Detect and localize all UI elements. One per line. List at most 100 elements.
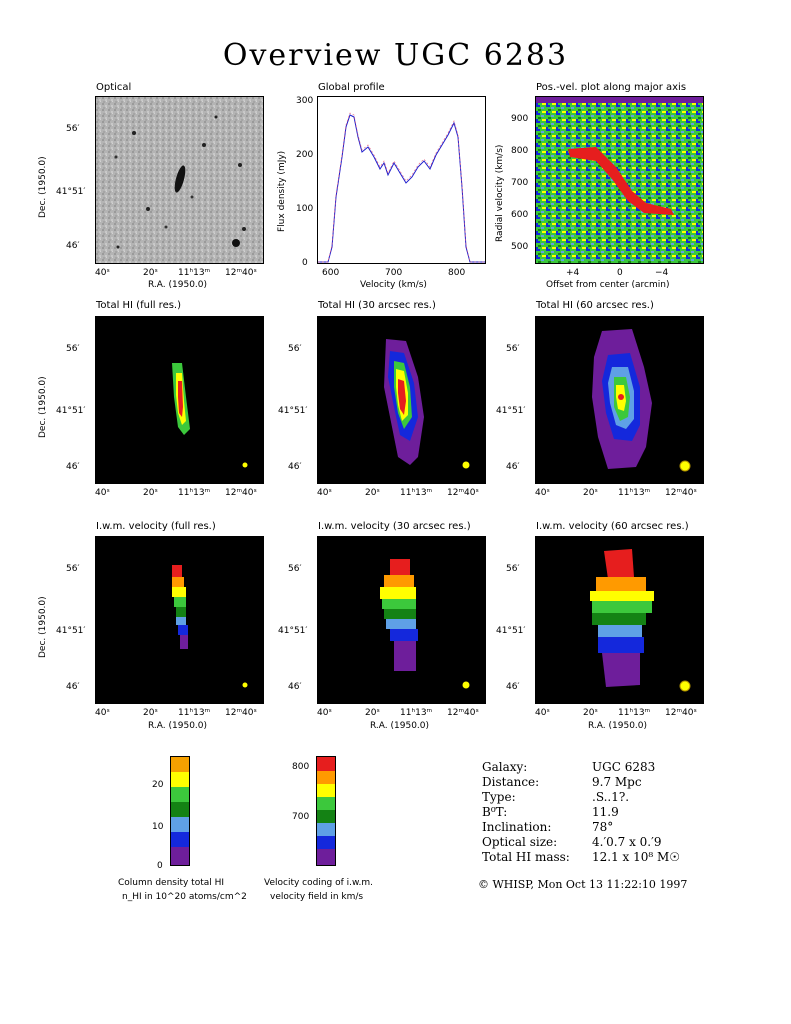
ra-tick-20: 20ˢ bbox=[143, 488, 158, 498]
optical-image bbox=[95, 96, 264, 264]
hi-30-map bbox=[317, 316, 486, 484]
dec-tick-46: 46′ bbox=[506, 682, 520, 692]
hi-mass-value: 12.1 x 10⁸ M☉ bbox=[592, 850, 681, 864]
velocity-caption-units: velocity field in km/s bbox=[270, 892, 364, 902]
ra-tick-11h13m: 11ʰ13ᵐ bbox=[618, 708, 651, 718]
density-tick-10: 10 bbox=[152, 822, 164, 832]
hi-60-map bbox=[535, 316, 704, 484]
profile-title: Global profile bbox=[318, 82, 385, 93]
optical-size-value: 4.′0.7 x 0.′9 bbox=[592, 835, 662, 849]
dec-tick-51: 41°51′ bbox=[56, 187, 86, 197]
dec-tick-46: 46′ bbox=[66, 241, 80, 251]
type-label: Type: bbox=[482, 790, 516, 804]
ra-tick-20: 20ˢ bbox=[365, 488, 380, 498]
pv-title: Pos.-vel. plot along major axis bbox=[536, 82, 687, 93]
ra-tick-20: 20ˢ bbox=[583, 488, 598, 498]
density-caption-units: n_HI in 10^20 atoms/cm^2 bbox=[122, 892, 247, 902]
ra-tick-11h13m: 11ʰ13ᵐ bbox=[618, 488, 651, 498]
distance-value: 9.7 Mpc bbox=[592, 775, 642, 789]
pv-xlabel: Offset from center (arcmin) bbox=[546, 280, 670, 290]
ra-tick-40: 40ˢ bbox=[535, 708, 550, 718]
velocity-tick-800: 800 bbox=[292, 762, 310, 772]
dec-tick-56: 56′ bbox=[66, 564, 80, 574]
dec-tick-46: 46′ bbox=[288, 462, 302, 472]
profile-ytick-0: 0 bbox=[302, 258, 308, 268]
dec-axis-label: Dec. (1950.0) bbox=[38, 376, 48, 438]
ra-axis-label: R.A. (1950.0) bbox=[588, 721, 648, 731]
ra-tick-11h13m: 11ʰ13ᵐ bbox=[400, 708, 433, 718]
density-caption: Column density total HI bbox=[118, 878, 225, 888]
dec-tick-46: 46′ bbox=[506, 462, 520, 472]
pv-xtick-0: 0 bbox=[617, 268, 623, 278]
vel-full-map bbox=[95, 536, 264, 704]
ra-tick-12m40: 12ᵐ40ˢ bbox=[665, 708, 697, 718]
pv-ytick-700: 700 bbox=[511, 178, 529, 188]
density-tick-20: 20 bbox=[152, 780, 164, 790]
velocity-tick-700: 700 bbox=[292, 812, 310, 822]
vel-30-map bbox=[317, 536, 486, 704]
density-colorbar bbox=[170, 756, 190, 866]
galaxy-value: UGC 6283 bbox=[592, 760, 656, 774]
pv-ytick-500: 500 bbox=[511, 242, 529, 252]
velocity-colorbar bbox=[316, 756, 336, 866]
profile-xtick-600: 600 bbox=[322, 268, 340, 278]
ra-tick-12m40: 12ᵐ40ˢ bbox=[225, 268, 257, 278]
ra-tick-40: 40ˢ bbox=[95, 268, 110, 278]
vel-60-map bbox=[535, 536, 704, 704]
dec-tick-46: 46′ bbox=[66, 682, 80, 692]
ra-axis-label: R.A. (1950.0) bbox=[148, 721, 208, 731]
profile-xlabel: Velocity (km/s) bbox=[360, 280, 427, 290]
bt-label: B⁰T: bbox=[482, 805, 508, 819]
ra-tick-11h13m: 11ʰ13ᵐ bbox=[178, 268, 211, 278]
bt-value: 11.9 bbox=[592, 805, 619, 819]
ra-tick-20: 20ˢ bbox=[143, 268, 158, 278]
profile-xtick-700: 700 bbox=[385, 268, 403, 278]
dec-axis-label: Dec. (1950.0) bbox=[38, 596, 48, 658]
dec-tick-51: 41°51′ bbox=[56, 406, 86, 416]
ra-tick-20: 20ˢ bbox=[143, 708, 158, 718]
footer-credit: © WHISP, Mon Oct 13 11:22:10 1997 bbox=[478, 878, 688, 891]
hi-30-title: Total HI (30 arcsec res.) bbox=[318, 300, 436, 311]
vel-30-title: I.w.m. velocity (30 arcsec res.) bbox=[318, 521, 471, 532]
optical-size-label: Optical size: bbox=[482, 835, 558, 849]
vel-60-title: I.w.m. velocity (60 arcsec res.) bbox=[536, 521, 689, 532]
dec-tick-51: 41°51′ bbox=[278, 406, 308, 416]
profile-ytick-300: 300 bbox=[296, 96, 314, 106]
ra-tick-12m40: 12ᵐ40ˢ bbox=[225, 488, 257, 498]
ra-tick-12m40: 12ᵐ40ˢ bbox=[665, 488, 697, 498]
density-tick-0: 0 bbox=[157, 861, 163, 871]
dec-axis-label: Dec. (1950.0) bbox=[38, 156, 48, 218]
dec-tick-56: 56′ bbox=[66, 124, 80, 134]
inclination-label: Inclination: bbox=[482, 820, 552, 834]
dec-tick-56: 56′ bbox=[506, 344, 520, 354]
pv-ytick-800: 800 bbox=[511, 146, 529, 156]
ra-tick-40: 40ˢ bbox=[535, 488, 550, 498]
velocity-caption: Velocity coding of i.w.m. bbox=[264, 878, 374, 888]
profile-ytick-100: 100 bbox=[296, 204, 314, 214]
ra-tick-11h13m: 11ʰ13ᵐ bbox=[400, 488, 433, 498]
profile-xtick-800: 800 bbox=[448, 268, 466, 278]
ra-tick-12m40: 12ᵐ40ˢ bbox=[225, 708, 257, 718]
hi-60-title: Total HI (60 arcsec res.) bbox=[536, 300, 654, 311]
dec-tick-51: 41°51′ bbox=[56, 626, 86, 636]
hi-full-map bbox=[95, 316, 264, 484]
ra-tick-40: 40ˢ bbox=[95, 488, 110, 498]
ra-tick-20: 20ˢ bbox=[583, 708, 598, 718]
dec-tick-51: 41°51′ bbox=[278, 626, 308, 636]
pv-xtick-minus4: −4 bbox=[655, 268, 669, 278]
hi-full-title: Total HI (full res.) bbox=[96, 300, 182, 311]
dec-tick-51: 41°51′ bbox=[496, 406, 526, 416]
pv-plot bbox=[535, 96, 704, 264]
galaxy-label: Galaxy: bbox=[482, 760, 528, 774]
inclination-value: 78° bbox=[592, 820, 614, 834]
ra-tick-40: 40ˢ bbox=[317, 488, 332, 498]
dec-tick-56: 56′ bbox=[506, 564, 520, 574]
dec-tick-46: 46′ bbox=[66, 462, 80, 472]
type-value: .S..1?. bbox=[592, 790, 630, 804]
dec-tick-56: 56′ bbox=[66, 344, 80, 354]
ra-axis-label: R.A. (1950.0) bbox=[370, 721, 430, 731]
ra-tick-12m40: 12ᵐ40ˢ bbox=[447, 488, 479, 498]
dec-tick-46: 46′ bbox=[288, 682, 302, 692]
pv-ytick-600: 600 bbox=[511, 210, 529, 220]
ra-tick-40: 40ˢ bbox=[95, 708, 110, 718]
